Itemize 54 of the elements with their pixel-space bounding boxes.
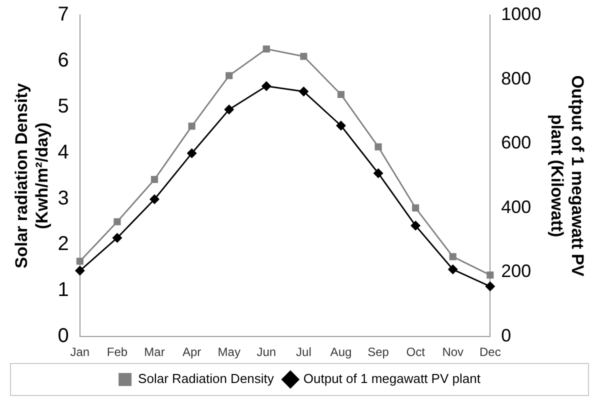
point bbox=[188, 122, 196, 130]
point bbox=[74, 266, 85, 276]
y-tick-label: 4 bbox=[58, 141, 69, 164]
y2-tick-label: 0 bbox=[501, 326, 512, 346]
y2-tick-label: 1000 bbox=[501, 4, 542, 24]
point bbox=[150, 176, 158, 184]
x-tick-label: Dec bbox=[479, 345, 501, 360]
point bbox=[262, 45, 270, 53]
x-tick-label: Aug bbox=[330, 345, 352, 360]
y2-tick-label: 800 bbox=[501, 68, 532, 88]
point bbox=[374, 143, 382, 150]
point bbox=[410, 220, 421, 231]
y2-tick-label: 400 bbox=[501, 196, 532, 217]
point bbox=[300, 52, 308, 60]
legend-label: Solar Radiation Density bbox=[138, 371, 274, 386]
x-tick-label: Nov bbox=[442, 345, 464, 360]
point bbox=[337, 90, 345, 98]
y-tick-label: 5 bbox=[58, 95, 69, 118]
point bbox=[112, 232, 122, 243]
point bbox=[186, 148, 197, 158]
point bbox=[486, 272, 494, 279]
point bbox=[298, 86, 309, 97]
point bbox=[373, 168, 384, 178]
x-tick-label: May bbox=[218, 345, 240, 360]
x-tick-label: Apr bbox=[182, 345, 202, 360]
y-tick-label: 2 bbox=[58, 233, 69, 256]
x-tick-label: Jun bbox=[256, 345, 276, 360]
x-tick-label: Mar bbox=[144, 345, 165, 360]
y-tick-label: 7 bbox=[58, 4, 69, 26]
y-tick-label: 0 bbox=[58, 325, 69, 348]
x-tick-label: Oct bbox=[406, 345, 426, 360]
point bbox=[150, 194, 160, 204]
point bbox=[76, 258, 84, 265]
legend-label: Output of 1 megawatt PV plant bbox=[303, 371, 481, 386]
point bbox=[226, 72, 233, 80]
point bbox=[485, 281, 496, 292]
point bbox=[412, 204, 420, 212]
x-tick-label: Sep bbox=[368, 345, 390, 360]
y-axis-title: Solar radiation Density (Kwh/m²/day) bbox=[12, 82, 52, 268]
point bbox=[449, 253, 456, 260]
point bbox=[448, 264, 458, 274]
y2-tick-label: 200 bbox=[501, 261, 532, 282]
y2-axis-title: Output of 1 megawatt PV plant (Kilowatt) bbox=[548, 75, 588, 278]
x-tick-label: Jan bbox=[70, 345, 90, 360]
point bbox=[336, 120, 346, 131]
x-tick-label: Feb bbox=[106, 345, 128, 360]
point bbox=[261, 81, 272, 92]
y2-tick-label: 600 bbox=[501, 132, 532, 153]
y-tick-label: 3 bbox=[58, 187, 69, 210]
point bbox=[114, 218, 121, 226]
y-tick-label: 1 bbox=[58, 279, 69, 302]
point bbox=[224, 104, 234, 115]
y-tick-label: 6 bbox=[58, 49, 69, 72]
x-tick-label: Jul bbox=[296, 345, 312, 360]
